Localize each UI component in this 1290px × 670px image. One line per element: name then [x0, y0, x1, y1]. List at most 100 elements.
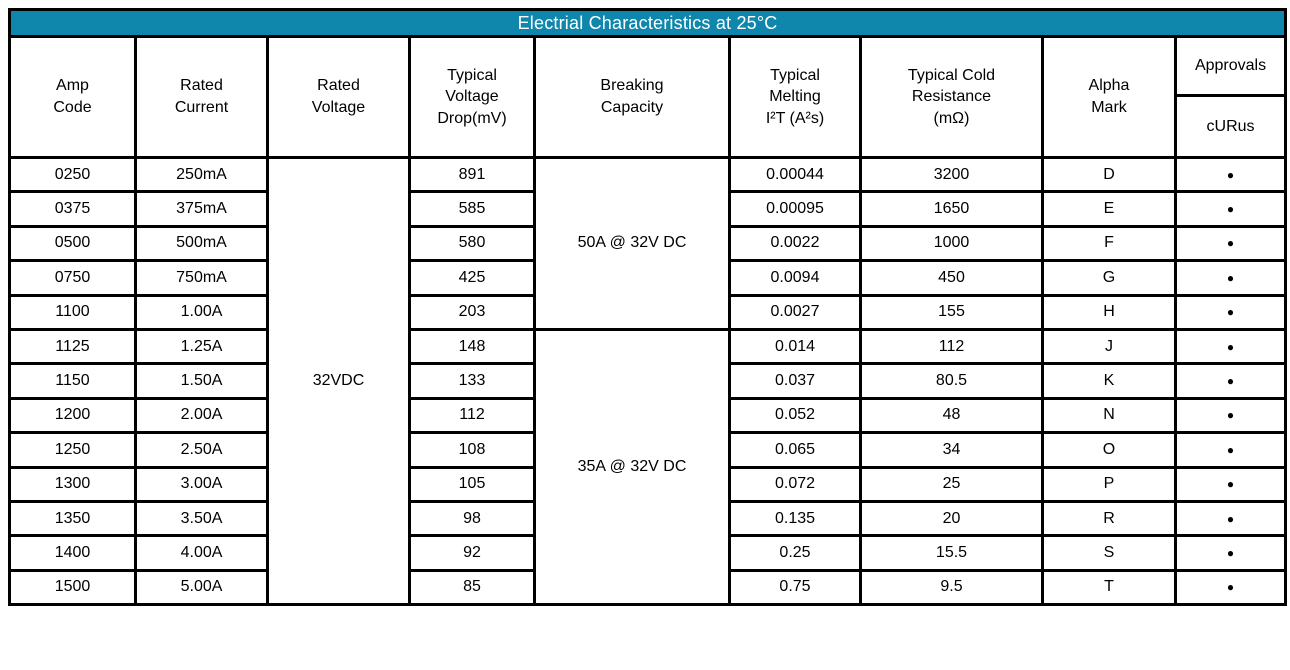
cold-resistance-cell: 80.5	[859, 362, 1044, 400]
voltage-drop-cell: 133	[408, 362, 536, 400]
rated-current-cell: 2.50A	[134, 431, 269, 469]
amp-code-cell: 1125	[8, 327, 137, 366]
melting-i2t-cell: 0.065	[728, 431, 862, 469]
table-row: 1150 1.50A 133 0.037 80.5 K ●	[8, 362, 1288, 400]
col-header-melting-i2t: Typical Melting I²T (A²s)	[728, 35, 862, 159]
rated-voltage-merged-cell: 32VDC	[266, 155, 411, 607]
curus-approval-cell: ●	[1173, 155, 1288, 194]
curus-approval-cell: ●	[1173, 224, 1288, 263]
melting-i2t-cell: 0.75	[728, 568, 862, 607]
rated-current-cell: 750mA	[134, 259, 269, 297]
rated-current-cell: 3.00A	[134, 465, 269, 503]
alpha-mark-cell: S	[1041, 534, 1177, 572]
voltage-drop-cell: 891	[408, 155, 536, 194]
curus-approval-cell: ●	[1173, 568, 1288, 607]
amp-code-cell: 1200	[8, 396, 137, 435]
table-row: 1100 1.00A 203 0.0027 155 H ●	[8, 293, 1288, 331]
amp-code-cell: 1350	[8, 499, 137, 538]
rated-current-cell: 1.50A	[134, 362, 269, 400]
alpha-mark-cell: R	[1041, 499, 1177, 538]
table-row: 1500 5.00A 85 0.75 9.5 T ●	[8, 568, 1288, 607]
alpha-mark-cell: T	[1041, 568, 1177, 607]
cold-resistance-cell: 1650	[859, 190, 1044, 228]
amp-code-cell: 1500	[8, 568, 137, 607]
alpha-mark-cell: F	[1041, 224, 1177, 263]
melting-i2t-cell: 0.0022	[728, 224, 862, 263]
voltage-drop-cell: 148	[408, 327, 536, 366]
curus-approval-cell: ●	[1173, 362, 1288, 400]
voltage-drop-cell: 203	[408, 293, 536, 331]
col-header-approvals: Approvals	[1173, 35, 1288, 97]
table-row: 0250 250mA 32VDC 891 50A @ 32V DC 0.0004…	[8, 155, 1288, 607]
rated-current-cell: 250mA	[134, 155, 269, 194]
alpha-mark-cell: P	[1041, 465, 1177, 503]
col-header-alpha-mark: Alpha Mark	[1041, 35, 1177, 159]
curus-approval-cell: ●	[1173, 293, 1288, 331]
rated-current-cell: 5.00A	[134, 568, 269, 607]
rated-current-cell: 4.00A	[134, 534, 269, 572]
breaking-capacity-bottom-cell: 35A @ 32V DC	[533, 327, 731, 607]
rated-current-cell: 375mA	[134, 190, 269, 228]
melting-i2t-cell: 0.25	[728, 534, 862, 572]
curus-approval-cell: ●	[1173, 499, 1288, 538]
voltage-drop-cell: 108	[408, 431, 536, 469]
amp-code-cell: 1400	[8, 534, 137, 572]
table-row: 1350 3.50A 98 0.135 20 R ●	[8, 499, 1288, 538]
table-title-row: Electrial Characteristics at 25°C	[7, 8, 1288, 38]
melting-i2t-cell: 0.014	[728, 327, 862, 366]
cold-resistance-cell: 15.5	[859, 534, 1044, 572]
curus-approval-cell: ●	[1173, 396, 1288, 435]
rated-current-cell: 500mA	[134, 224, 269, 263]
cold-resistance-cell: 112	[859, 327, 1044, 366]
table-row: 1400 4.00A 92 0.25 15.5 S ●	[8, 534, 1288, 572]
table-row: 0375 375mA 585 0.00095 1650 E ●	[8, 190, 1288, 228]
voltage-drop-cell: 425	[408, 259, 536, 297]
table-row: 0750 750mA 425 0.0094 450 G ●	[8, 259, 1288, 297]
col-header-breaking-capacity: Breaking Capacity	[533, 35, 731, 159]
cold-resistance-cell: 25	[859, 465, 1044, 503]
rated-current-cell: 3.50A	[134, 499, 269, 538]
curus-approval-cell: ●	[1173, 431, 1288, 469]
alpha-mark-cell: O	[1041, 431, 1177, 469]
melting-i2t-cell: 0.00095	[728, 190, 862, 228]
amp-code-cell: 1250	[8, 431, 137, 469]
breaking-capacity-top-cell: 50A @ 32V DC	[533, 156, 731, 331]
col-header-cold-resistance: Typical Cold Resistance (mΩ)	[859, 35, 1044, 159]
alpha-mark-cell: K	[1041, 362, 1177, 400]
cold-resistance-cell: 155	[859, 293, 1044, 331]
curus-approval-cell: ●	[1173, 327, 1288, 366]
col-header-curus: cURus	[1173, 94, 1288, 159]
cold-resistance-cell: 450	[859, 259, 1044, 297]
alpha-mark-cell: N	[1041, 396, 1177, 435]
curus-approval-cell: ●	[1173, 259, 1288, 297]
rated-current-cell: 1.25A	[134, 327, 269, 366]
voltage-drop-cell: 580	[408, 224, 536, 263]
melting-i2t-cell: 0.00044	[728, 155, 862, 194]
rated-current-cell: 1.00A	[134, 293, 269, 331]
table-row: 1125 1.25A 148 35A @ 32V DC 0.014 112 J …	[8, 327, 1288, 607]
table-title: Electrial Characteristics at 25°C	[7, 8, 1288, 38]
alpha-mark-cell: G	[1041, 259, 1177, 297]
amp-code-cell: 0750	[8, 259, 137, 297]
cold-resistance-cell: 48	[859, 396, 1044, 435]
header-row: Amp Code Rated Current Rated Voltage Typ…	[8, 35, 1288, 159]
table-row: 1200 2.00A 112 0.052 48 N ●	[8, 396, 1288, 435]
amp-code-cell: 0375	[8, 190, 137, 228]
voltage-drop-cell: 112	[408, 396, 536, 435]
voltage-drop-cell: 585	[408, 190, 536, 228]
cold-resistance-cell: 9.5	[859, 568, 1044, 607]
cold-resistance-cell: 3200	[859, 155, 1044, 194]
cold-resistance-cell: 34	[859, 431, 1044, 469]
curus-approval-cell: ●	[1173, 190, 1288, 228]
table-row: 1300 3.00A 105 0.072 25 P ●	[8, 465, 1288, 503]
amp-code-cell: 1100	[8, 293, 137, 331]
voltage-drop-cell: 85	[408, 568, 536, 607]
amp-code-cell: 0500	[8, 224, 137, 263]
melting-i2t-cell: 0.135	[728, 499, 862, 538]
col-header-voltage-drop: Typical Voltage Drop(mV)	[408, 35, 536, 159]
curus-approval-cell: ●	[1173, 465, 1288, 503]
melting-i2t-cell: 0.037	[728, 362, 862, 400]
col-header-rated-voltage: Rated Voltage	[266, 35, 411, 159]
amp-code-cell: 1300	[8, 465, 137, 503]
voltage-drop-cell: 92	[408, 534, 536, 572]
